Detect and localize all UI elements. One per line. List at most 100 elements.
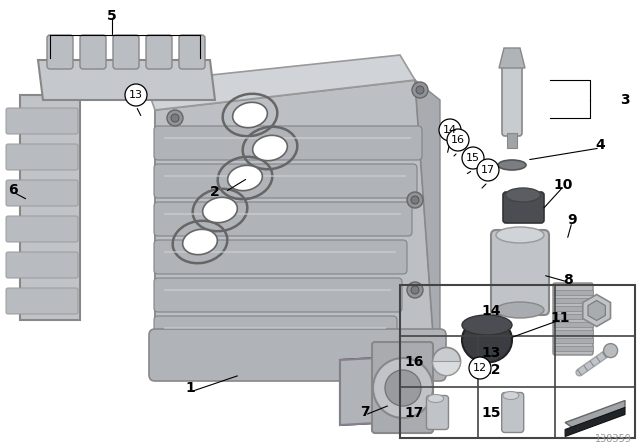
FancyBboxPatch shape [502, 392, 524, 432]
FancyBboxPatch shape [154, 202, 412, 236]
FancyBboxPatch shape [154, 126, 422, 160]
Circle shape [407, 282, 423, 298]
Wedge shape [433, 362, 461, 375]
Circle shape [604, 344, 618, 358]
Bar [553, 338, 593, 343]
Circle shape [125, 84, 147, 106]
Text: 5: 5 [107, 9, 117, 23]
Ellipse shape [428, 395, 444, 402]
FancyBboxPatch shape [6, 252, 78, 278]
Ellipse shape [232, 102, 268, 128]
FancyBboxPatch shape [149, 329, 446, 381]
Ellipse shape [498, 160, 526, 170]
Text: 15: 15 [481, 405, 501, 419]
Ellipse shape [503, 392, 519, 400]
Text: 13: 13 [481, 346, 501, 360]
Text: 9: 9 [567, 213, 577, 227]
Circle shape [407, 192, 423, 208]
Circle shape [416, 86, 424, 94]
Bar [553, 322, 593, 327]
Polygon shape [565, 408, 625, 436]
Circle shape [412, 82, 428, 98]
Bar [553, 314, 593, 319]
Text: 14: 14 [481, 303, 501, 318]
Polygon shape [38, 60, 215, 100]
FancyBboxPatch shape [491, 230, 549, 315]
FancyBboxPatch shape [6, 216, 78, 242]
Bar [507, 133, 517, 148]
FancyBboxPatch shape [154, 240, 407, 274]
Text: 16: 16 [404, 354, 424, 369]
Circle shape [385, 370, 421, 406]
Polygon shape [155, 80, 435, 370]
Text: 2: 2 [210, 185, 220, 199]
Ellipse shape [253, 135, 287, 161]
Text: 12: 12 [473, 363, 487, 373]
Text: 14: 14 [443, 125, 457, 135]
Bar [553, 290, 593, 295]
Text: 17: 17 [404, 405, 424, 419]
Bar [400, 285, 635, 438]
Polygon shape [20, 95, 80, 320]
Text: 15: 15 [466, 153, 480, 163]
FancyBboxPatch shape [426, 396, 449, 430]
Text: 11: 11 [550, 311, 570, 325]
Ellipse shape [203, 197, 237, 223]
Text: 8: 8 [563, 273, 573, 287]
Bar [553, 330, 593, 335]
FancyBboxPatch shape [372, 342, 433, 433]
Text: 4: 4 [595, 138, 605, 152]
FancyBboxPatch shape [113, 35, 139, 69]
Ellipse shape [506, 188, 541, 202]
Text: 13: 13 [129, 90, 143, 100]
Text: 6: 6 [8, 183, 18, 197]
Text: 138359: 138359 [595, 434, 632, 444]
Ellipse shape [496, 302, 544, 318]
FancyBboxPatch shape [502, 65, 522, 136]
Circle shape [469, 357, 491, 379]
Ellipse shape [462, 318, 512, 362]
FancyBboxPatch shape [6, 288, 78, 314]
Text: 17: 17 [481, 165, 495, 175]
Ellipse shape [182, 229, 218, 254]
Text: 3: 3 [620, 93, 630, 107]
Circle shape [447, 129, 469, 151]
FancyBboxPatch shape [146, 35, 172, 69]
Polygon shape [145, 55, 415, 110]
Ellipse shape [462, 315, 512, 335]
Polygon shape [499, 48, 525, 68]
Text: 16: 16 [451, 135, 465, 145]
FancyBboxPatch shape [47, 35, 73, 69]
Text: 7: 7 [360, 405, 370, 419]
FancyBboxPatch shape [154, 164, 417, 198]
FancyBboxPatch shape [6, 180, 78, 206]
Circle shape [411, 196, 419, 204]
FancyBboxPatch shape [6, 144, 78, 170]
Bar [553, 298, 593, 303]
Circle shape [167, 110, 183, 126]
Circle shape [439, 119, 461, 141]
Circle shape [477, 159, 499, 181]
Ellipse shape [228, 165, 262, 191]
FancyBboxPatch shape [6, 108, 78, 134]
Circle shape [171, 114, 179, 122]
Bar [553, 346, 593, 351]
Polygon shape [415, 80, 440, 370]
Text: 10: 10 [554, 178, 573, 192]
Circle shape [373, 358, 433, 418]
FancyBboxPatch shape [179, 35, 205, 69]
Polygon shape [340, 355, 430, 425]
Polygon shape [565, 401, 625, 430]
Ellipse shape [433, 348, 461, 375]
FancyBboxPatch shape [154, 278, 402, 312]
Text: 12: 12 [481, 363, 501, 377]
FancyBboxPatch shape [154, 316, 397, 350]
FancyBboxPatch shape [553, 283, 593, 355]
Circle shape [411, 286, 419, 294]
Text: 1: 1 [185, 381, 195, 395]
FancyBboxPatch shape [503, 192, 544, 223]
Ellipse shape [496, 227, 544, 243]
Polygon shape [340, 355, 430, 425]
Bar [553, 306, 593, 311]
FancyBboxPatch shape [80, 35, 106, 69]
